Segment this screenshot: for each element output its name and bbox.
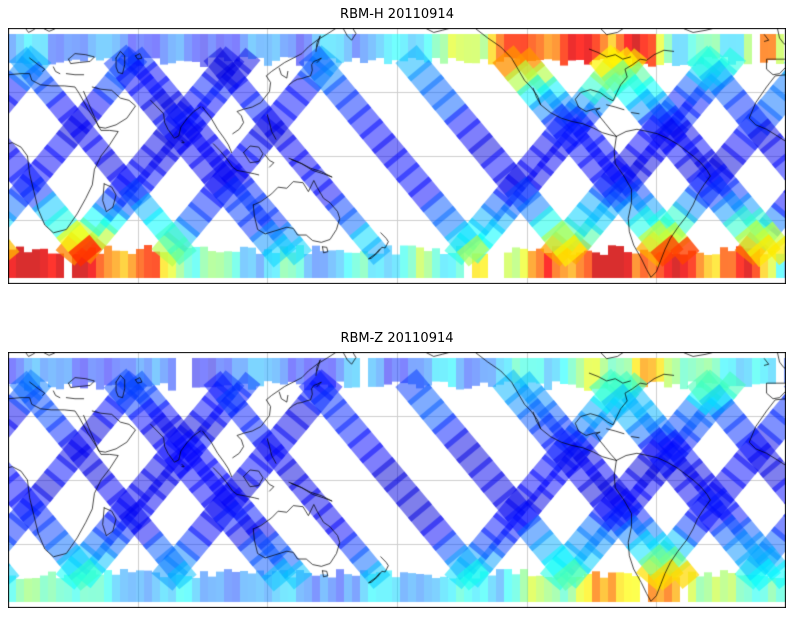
panel-title-rbm-z: RBM-Z 20110914 [340,331,454,346]
map-canvas-rbm-h [8,28,786,284]
map-canvas-rbm-z [8,352,786,608]
panel-title-rbm-h: RBM-H 20110914 [340,7,454,22]
